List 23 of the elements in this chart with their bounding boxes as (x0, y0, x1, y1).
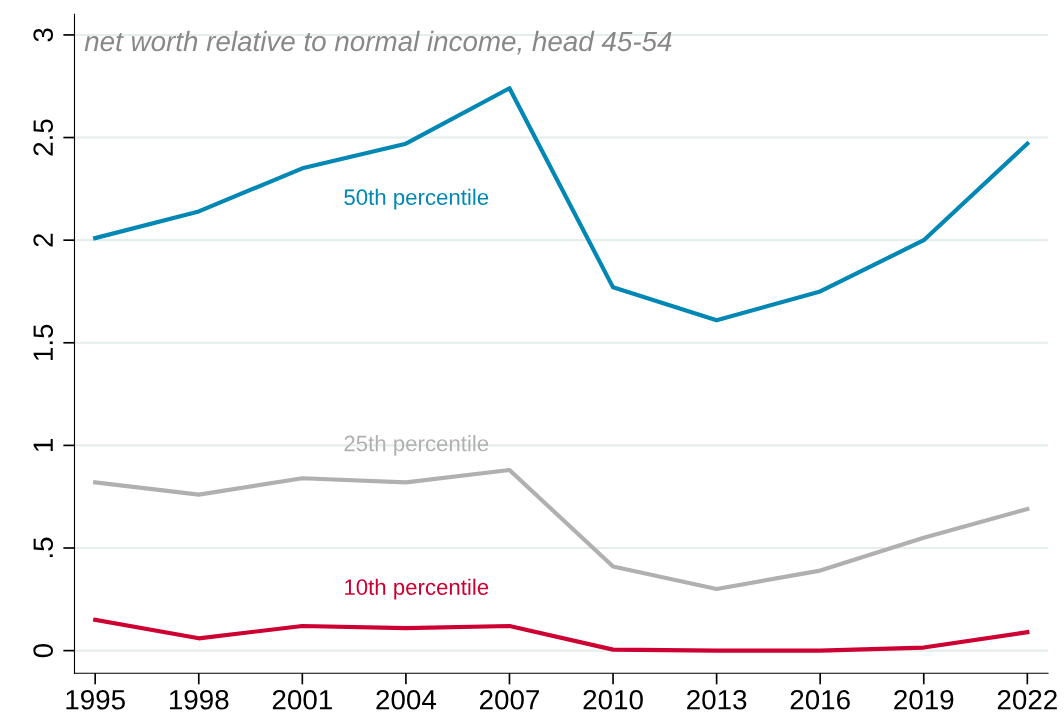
x-tick-label: 2013 (687, 689, 747, 710)
y-tick-label: .5 (33, 537, 54, 558)
series-label: 10th percentile (345, 578, 489, 600)
y-tick-label: 0 (33, 643, 54, 658)
series-label: 25th percentile (344, 435, 489, 456)
x-tick-label: 1998 (169, 689, 229, 710)
text: net worth relative to normal income, head 45-54 (84, 30, 672, 55)
x-tick-label: 2022 (997, 689, 1057, 710)
series-label: 50th percentile (344, 188, 489, 210)
x-tick-label: 2004 (376, 689, 436, 710)
x-tick-label: 2001 (272, 689, 332, 710)
x-tick-label: 2007 (479, 689, 539, 710)
y-tick-label: 2.5 (33, 119, 54, 156)
x-tick-label: 1995 (66, 689, 125, 710)
y-tick-label: 3 (33, 28, 54, 42)
x-tick-label: 2016 (790, 689, 850, 710)
line-series (93, 617, 1030, 653)
y-tick-label: 2 (33, 233, 53, 247)
y-tick-label: 1 (33, 439, 53, 451)
x-tick-label: 2010 (583, 689, 643, 710)
x-tick-label: 2019 (894, 689, 954, 710)
y-tick-label: 1.5 (33, 324, 54, 360)
line-series (93, 86, 1030, 323)
